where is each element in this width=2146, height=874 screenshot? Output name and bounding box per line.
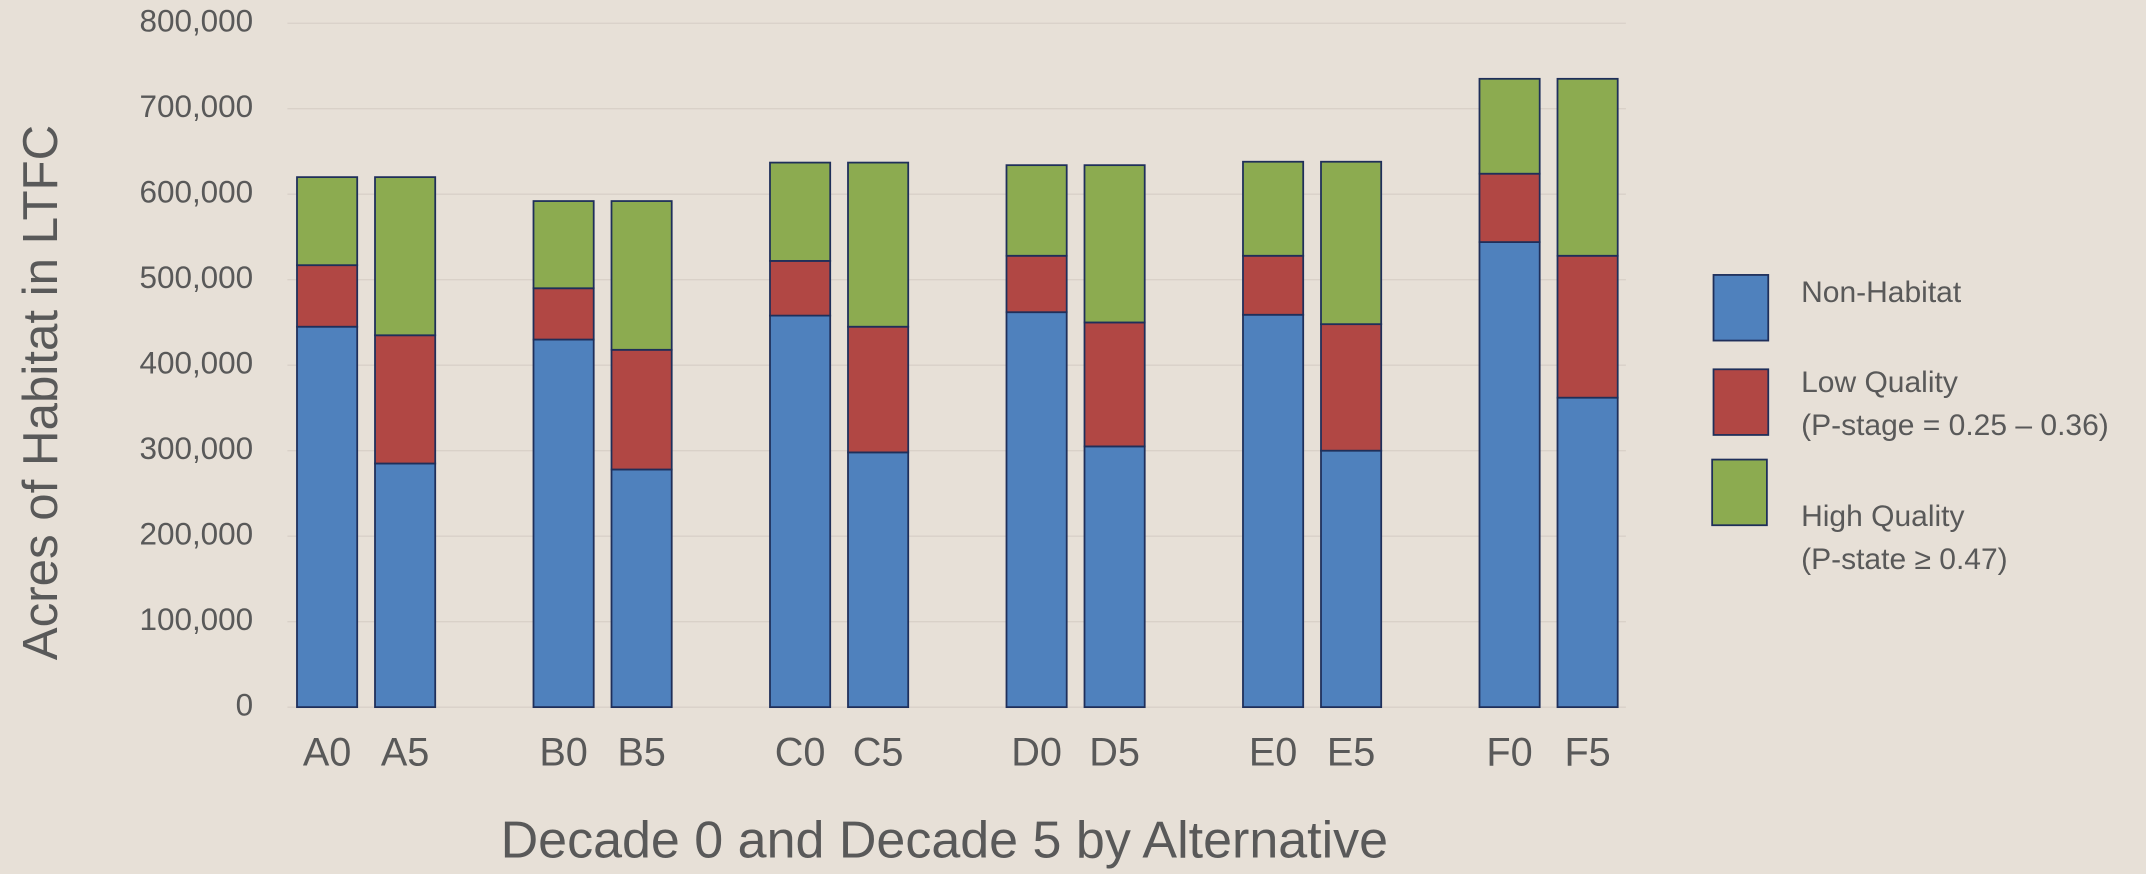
bar-segment bbox=[1005, 311, 1068, 709]
x-tick-label: D5 bbox=[1089, 730, 1140, 774]
legend-label: Low Quality (P-stage = 0.25 – 0.36) bbox=[1801, 366, 2109, 443]
x-tick-label: D0 bbox=[1011, 730, 1062, 774]
bar-segment bbox=[1242, 313, 1305, 709]
x-tick-label: C5 bbox=[853, 730, 904, 774]
bar-segment bbox=[296, 325, 359, 709]
legend-label: High Quality (P-state ≥ 0.47) bbox=[1801, 500, 2008, 577]
bar-segment bbox=[1083, 164, 1146, 324]
bar-segment bbox=[1478, 172, 1541, 243]
bar-segment bbox=[1320, 323, 1383, 452]
bar-segment bbox=[1242, 160, 1305, 257]
bar-segment bbox=[1478, 77, 1541, 175]
bar-segment bbox=[1556, 254, 1619, 399]
bar-segment bbox=[1556, 77, 1619, 257]
bar-segment bbox=[610, 348, 673, 471]
x-tick-label: B5 bbox=[617, 730, 666, 774]
legend-swatch bbox=[1712, 368, 1770, 436]
x-tick-label: A0 bbox=[303, 730, 352, 774]
bar-segment bbox=[532, 200, 595, 290]
bar-segment bbox=[1083, 321, 1146, 448]
y-tick-label: 200,000 bbox=[139, 516, 253, 551]
bar-segment bbox=[296, 176, 359, 267]
x-tick-label: C0 bbox=[775, 730, 826, 774]
y-tick-label: 700,000 bbox=[139, 89, 253, 124]
bar-segment bbox=[1320, 160, 1383, 326]
bar-segment bbox=[1083, 445, 1146, 709]
x-tick-label: E5 bbox=[1327, 730, 1376, 774]
bar-segment bbox=[374, 462, 437, 709]
x-axis-title: Decade 0 and Decade 5 by Alternative bbox=[501, 812, 1388, 870]
y-tick-label: 100,000 bbox=[139, 602, 253, 637]
y-tick-label: 400,000 bbox=[139, 346, 253, 381]
x-tick-label: A5 bbox=[381, 730, 430, 774]
x-tick-label: B0 bbox=[539, 730, 588, 774]
bar-segment bbox=[847, 325, 910, 454]
y-axis-title: Acres of Habitat in LTFC bbox=[13, 125, 68, 660]
legend-swatch bbox=[1712, 274, 1770, 342]
x-tick-label: E0 bbox=[1249, 730, 1298, 774]
y-tick-label: 600,000 bbox=[139, 175, 253, 210]
bar-segment bbox=[769, 260, 832, 317]
bar-segment bbox=[769, 161, 832, 262]
bar-segment bbox=[610, 468, 673, 709]
bar-segment bbox=[769, 314, 832, 709]
bar-segment bbox=[532, 338, 595, 709]
bar-segment bbox=[1320, 449, 1383, 709]
bar-segment bbox=[1005, 164, 1068, 257]
bar-segment bbox=[296, 264, 359, 328]
bar-segment bbox=[1478, 241, 1541, 709]
x-tick-label: F0 bbox=[1486, 730, 1532, 774]
bar-segment bbox=[374, 176, 437, 337]
bar-segment bbox=[1242, 254, 1305, 316]
bar-segment bbox=[1005, 254, 1068, 314]
legend-label: Non-Habitat bbox=[1801, 275, 1962, 309]
y-tick-label: 800,000 bbox=[139, 4, 253, 39]
bar-segment bbox=[847, 161, 910, 328]
bar-segment bbox=[532, 287, 595, 341]
y-tick-label: 500,000 bbox=[139, 260, 253, 295]
bar-segment bbox=[847, 451, 910, 709]
y-tick-label: 300,000 bbox=[139, 431, 253, 466]
x-tick-label: F5 bbox=[1564, 730, 1610, 774]
legend-swatch bbox=[1711, 458, 1768, 527]
y-tick-label: 0 bbox=[236, 687, 254, 722]
bar-segment bbox=[610, 200, 673, 351]
bar-segment bbox=[1556, 396, 1619, 709]
bar-segment bbox=[374, 334, 437, 465]
